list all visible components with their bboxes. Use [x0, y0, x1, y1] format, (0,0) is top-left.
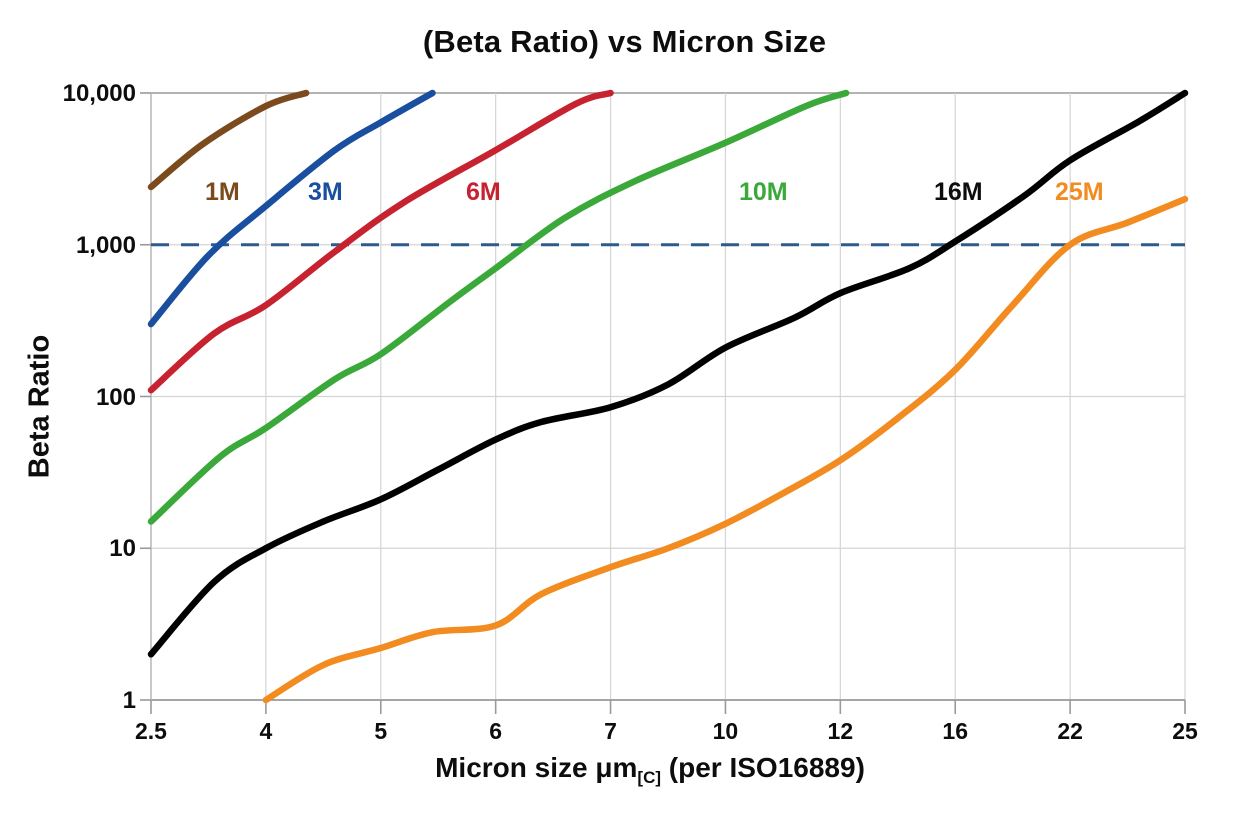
- x-tick-label: 22: [1057, 718, 1083, 744]
- series-line-3m: [147, 89, 436, 328]
- series-label-10m: 10M: [739, 178, 788, 206]
- series-line-10m: [147, 89, 850, 525]
- series-label-16m: 16M: [934, 178, 983, 206]
- y-tick-label: 10: [109, 535, 136, 563]
- x-tick-label: 7: [604, 718, 617, 744]
- series-label-1m: 1M: [205, 178, 240, 206]
- x-tick-label: 4: [259, 718, 273, 744]
- x-tick-label: 16: [942, 718, 969, 744]
- y-tick-label: 10,000: [62, 80, 136, 107]
- y-tick-label: 1,000: [75, 231, 136, 259]
- series-line-16m: [147, 89, 1189, 658]
- x-axis-title-subscript: [C]: [637, 768, 662, 787]
- x-tick-label: 12: [827, 718, 854, 744]
- series-label-6m: 6M: [466, 178, 501, 206]
- x-tick-label: 25: [1172, 718, 1198, 744]
- series-line-1m: [147, 89, 310, 191]
- chart-title: (Beta Ratio) vs Micron Size: [422, 24, 827, 59]
- x-axis-title-main: Micron size μm: [435, 752, 638, 783]
- series-label-3m: 3M: [308, 178, 343, 206]
- x-tick-label: 2.5: [135, 718, 167, 744]
- x-axis-title-tail: (per ISO16889): [661, 752, 865, 783]
- y-tick-label: 1: [122, 687, 136, 714]
- series-line-6m: [147, 89, 614, 394]
- x-axis-title: Micron size μm[C] (per ISO16889): [150, 752, 1150, 787]
- x-tick-label: 5: [374, 718, 388, 744]
- x-tick-label: 6: [489, 718, 503, 744]
- series-label-25m: 25M: [1055, 178, 1104, 206]
- x-tick-label: 10: [712, 718, 739, 744]
- series-line-25m: [262, 195, 1189, 704]
- y-tick-label: 100: [95, 383, 136, 411]
